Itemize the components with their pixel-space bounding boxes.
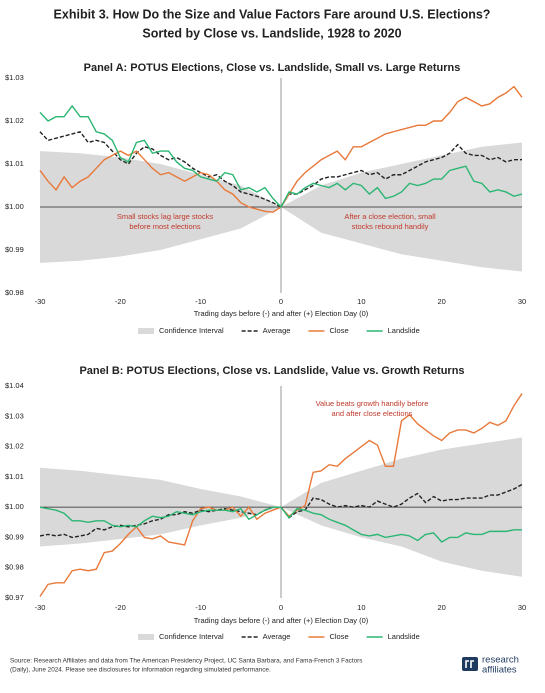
series-line	[39, 104, 523, 209]
x-tick-label: -10	[195, 603, 206, 612]
legend-label: Close	[329, 326, 348, 335]
x-tick-label: 10	[357, 603, 365, 612]
legend-label: Confidence Interval	[159, 632, 224, 641]
x-tick-label: 30	[518, 603, 526, 612]
y-tick-label: $0.99	[5, 532, 24, 541]
logo-icon	[462, 657, 478, 671]
legend-label: Landslide	[388, 632, 420, 641]
y-tick-label: $0.98	[5, 563, 24, 572]
y-tick-label: $0.98	[5, 288, 24, 297]
x-tick-label: -30	[35, 603, 46, 612]
x-tick-label: 30	[518, 297, 526, 306]
panel-title: Panel B: POTUS Elections, Close vs. Land…	[79, 365, 464, 377]
y-tick-label: $1.03	[5, 411, 24, 420]
page-title: Exhibit 3. How Do the Size and Value Fac…	[54, 7, 491, 21]
series-line	[39, 483, 523, 539]
x-tick-label: 20	[437, 603, 445, 612]
x-axis-label: Trading days before (-) and after (+) El…	[194, 616, 369, 625]
annotation: stocks rebound handily	[352, 222, 429, 231]
x-tick-label: 0	[279, 297, 283, 306]
y-tick-label: $1.04	[5, 381, 24, 390]
logo-box	[462, 657, 478, 671]
x-tick-label: -20	[115, 603, 126, 612]
x-tick-label: 20	[437, 297, 445, 306]
x-tick-label: -20	[115, 297, 126, 306]
logo-mark	[465, 660, 474, 668]
annotation: Small stocks lag large stocks	[117, 212, 214, 221]
annotation: and after close elections	[332, 409, 413, 418]
y-tick-label: $1.00	[5, 502, 24, 511]
x-tick-label: -10	[195, 297, 206, 306]
legend-label: Confidence Interval	[159, 326, 224, 335]
x-tick-label: -30	[35, 297, 46, 306]
page-subtitle: Sorted by Close vs. Landslide, 1928 to 2…	[142, 26, 401, 40]
y-tick-label: $0.99	[5, 245, 24, 254]
legend-swatch	[138, 328, 154, 334]
y-tick-label: $1.00	[5, 202, 24, 211]
panel-title: Panel A: POTUS Elections, Close vs. Land…	[84, 62, 461, 74]
annotation: After a close election, small	[344, 212, 436, 221]
series-line	[39, 506, 522, 543]
x-axis-label: Trading days before (-) and after (+) El…	[194, 309, 369, 318]
series-line	[39, 130, 522, 208]
source-line: Source: Research Affiliates and data fro…	[10, 658, 362, 665]
annotation: Value beats growth handily before	[316, 399, 429, 408]
legend-label: Average	[263, 326, 291, 335]
legend-label: Close	[329, 632, 348, 641]
logo-text: affiliates	[482, 665, 517, 676]
x-tick-label: 10	[357, 297, 365, 306]
source-line: (Daily), June 2024. Please see disclosur…	[10, 667, 271, 674]
y-tick-label: $1.02	[5, 442, 24, 451]
y-tick-label: $1.01	[5, 159, 24, 168]
logo-text: research	[482, 655, 519, 666]
x-tick-label: 0	[279, 603, 283, 612]
y-tick-label: $1.03	[5, 73, 24, 82]
annotation: before most elections	[129, 222, 201, 231]
legend-swatch	[138, 634, 154, 640]
y-tick-label: $1.02	[5, 116, 24, 125]
legend-label: Average	[263, 632, 291, 641]
y-tick-label: $0.97	[5, 593, 24, 602]
y-tick-label: $1.01	[5, 472, 24, 481]
legend-label: Landslide	[388, 326, 420, 335]
